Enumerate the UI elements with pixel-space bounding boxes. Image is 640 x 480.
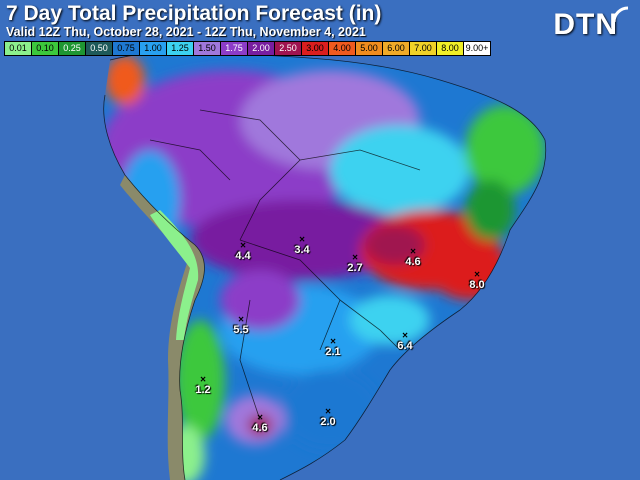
location-marker-icon: ×	[325, 406, 331, 418]
map-title: 7 Day Total Precipitation Forecast (in)	[6, 2, 382, 25]
legend-cell: 7.00	[410, 42, 437, 55]
logo-arc-icon	[612, 6, 629, 23]
legend-cell: 2.00	[248, 42, 275, 55]
location-marker-icon: ×	[410, 246, 416, 258]
legend-cell: 1.50	[194, 42, 221, 55]
location-marker-icon: ×	[330, 336, 336, 348]
legend-cell: 1.25	[167, 42, 194, 55]
dtn-logo: DTN	[553, 8, 618, 41]
precip-value-label: 4.6	[405, 256, 421, 268]
precip-value-label: 5.5	[233, 324, 249, 336]
precip-value-label: 1.2	[195, 384, 211, 396]
precip-value-label: 4.4	[235, 250, 251, 262]
precip-value-label: 3.4	[294, 244, 310, 256]
legend-cell: 1.75	[221, 42, 248, 55]
location-marker-icon: ×	[240, 240, 246, 252]
location-marker-icon: ×	[257, 412, 263, 424]
legend-cell: 0.01	[5, 42, 32, 55]
precip-value-label: 2.0	[320, 416, 336, 428]
legend-cell: 5.00	[356, 42, 383, 55]
legend-cell: 4.00	[329, 42, 356, 55]
location-marker-icon: ×	[402, 330, 408, 342]
precip-value-label: 8.0	[469, 279, 485, 291]
legend-cell: 1.00	[140, 42, 167, 55]
precip-fields	[103, 55, 545, 480]
coastal-band	[150, 210, 199, 340]
legend-cell: 2.50	[275, 42, 302, 55]
precip-value-label: 2.1	[325, 346, 341, 358]
location-marker-icon: ×	[238, 314, 244, 326]
legend-cell: 0.75	[113, 42, 140, 55]
precip-value-label: 2.7	[347, 262, 363, 274]
location-marker-icon: ×	[299, 234, 305, 246]
valid-period: Valid 12Z Thu, October 28, 2021 - 12Z Th…	[6, 25, 366, 39]
precip-legend: 0.01 0.10 0.25 0.50 0.75 1.00 1.25 1.50 1.75 2.00…	[4, 41, 491, 56]
legend-cell: 3.00	[302, 42, 329, 55]
legend-cell: 0.10	[32, 42, 59, 55]
legend-cell: 0.50	[86, 42, 113, 55]
legend-cell: 6.00	[383, 42, 410, 55]
country-borders	[103, 50, 547, 480]
legend-cell: 8.00	[437, 42, 464, 55]
legend-cell: 0.25	[59, 42, 86, 55]
legend-cell: 9.00+	[464, 42, 490, 55]
location-marker-icon: ×	[474, 269, 480, 281]
precip-value-label: 4.6	[252, 422, 268, 434]
precip-value-label: 6.4	[397, 340, 413, 352]
location-marker-icon: ×	[352, 252, 358, 264]
location-marker-icon: ×	[200, 374, 206, 386]
